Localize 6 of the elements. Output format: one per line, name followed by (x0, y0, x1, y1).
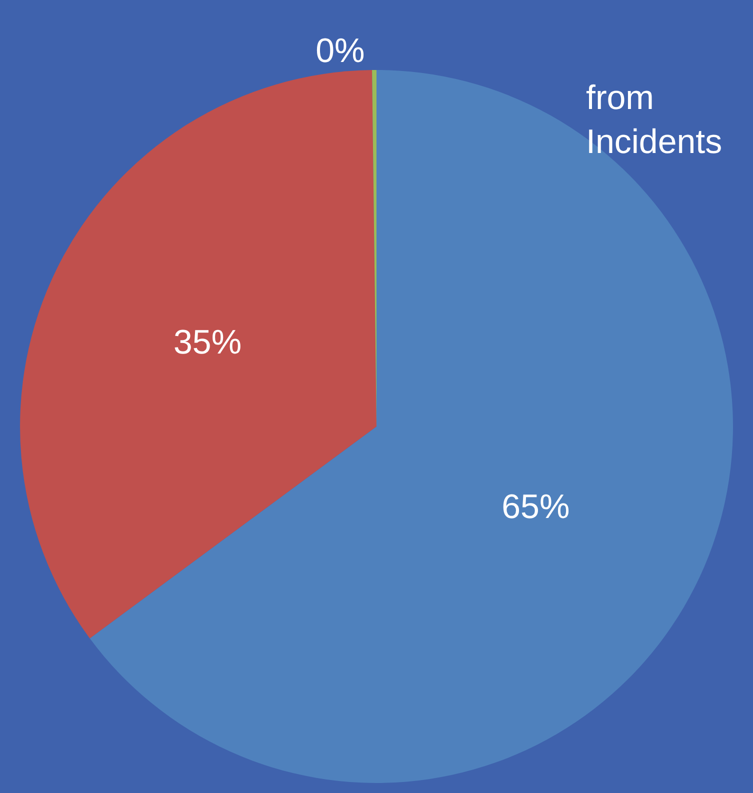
text: from Incidents (586, 79, 722, 162)
data-label: 0% (316, 32, 365, 70)
pie-slice (90, 70, 733, 783)
pie-slice (20, 70, 376, 638)
data-label: 65% (502, 488, 570, 526)
data-label: 35% (174, 324, 242, 362)
